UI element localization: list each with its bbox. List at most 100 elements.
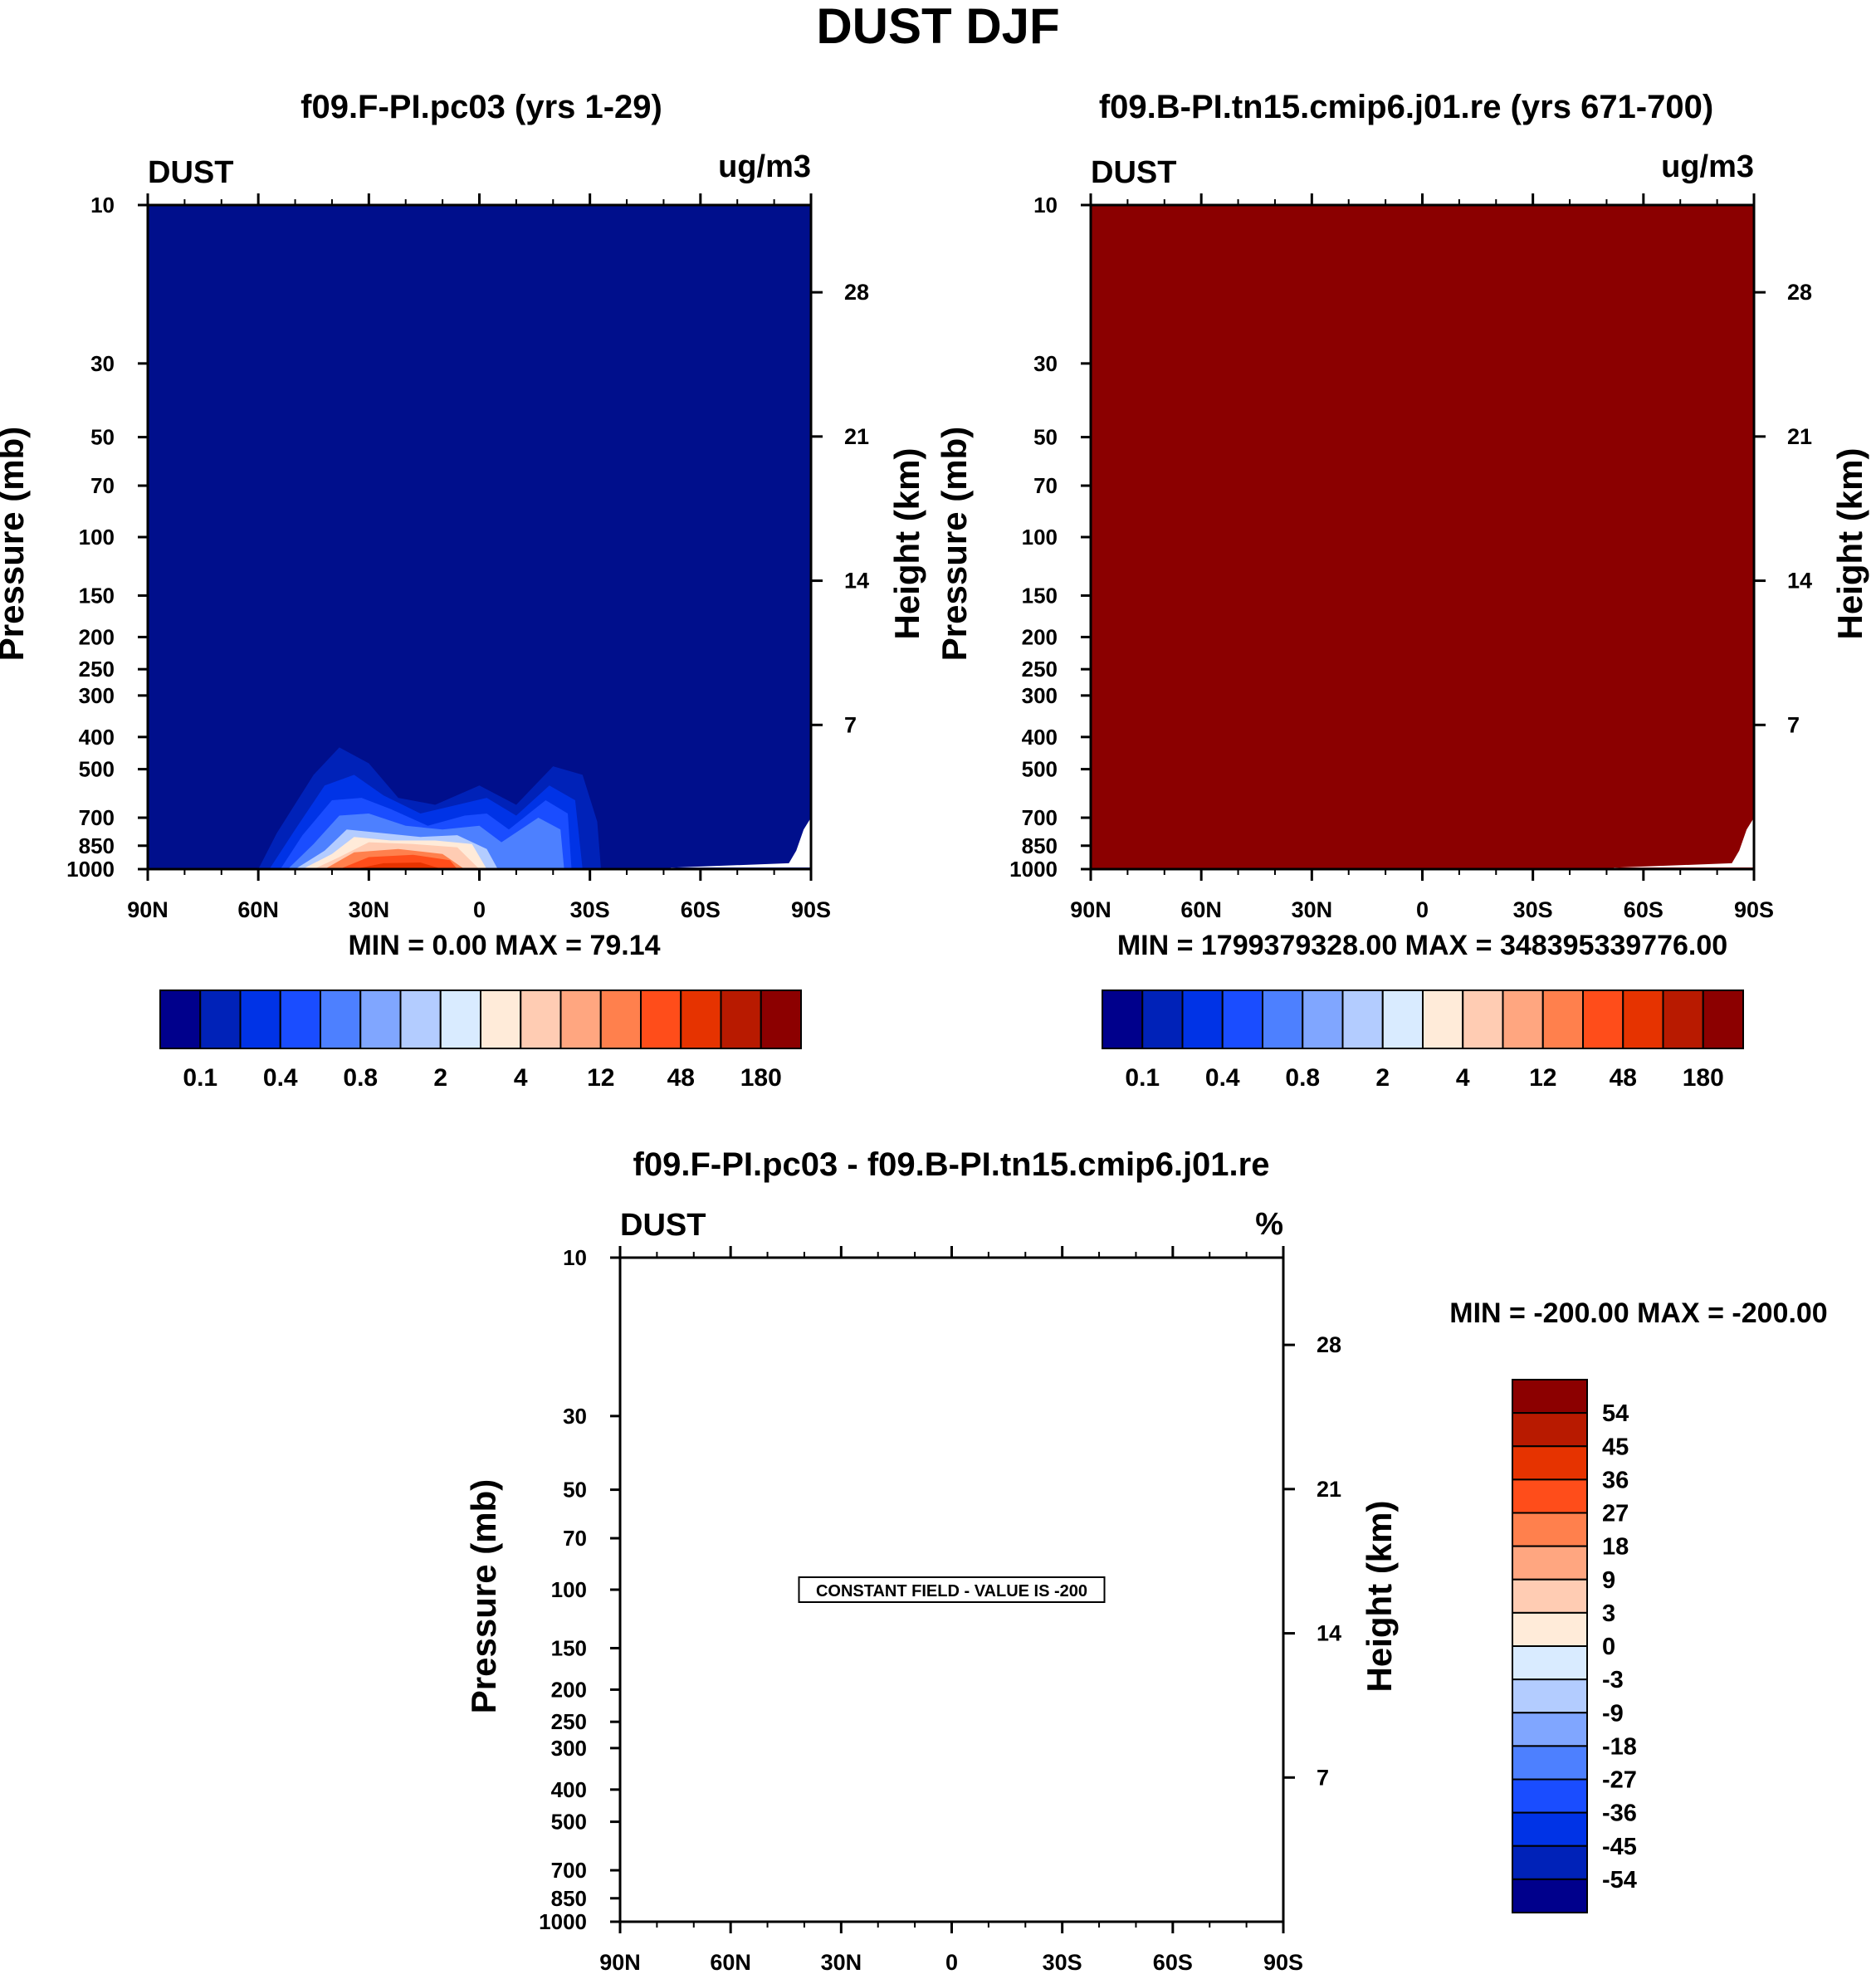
y-tick-label: 50	[563, 1478, 587, 1503]
colorbar-label: -45	[1602, 1834, 1637, 1860]
y-tick-label: 250	[1022, 657, 1058, 682]
panel-difference: f09.F-PI.pc03 - f09.B-PI.tn15.cmip6.j01.…	[464, 1146, 1828, 1975]
colorbar-label: -54	[1602, 1867, 1637, 1893]
height-tick-label: 7	[1317, 1765, 1329, 1790]
panel-title: f09.F-PI.pc03 - f09.B-PI.tn15.cmip6.j01.…	[633, 1146, 1270, 1183]
height-tick-label: 21	[844, 424, 869, 449]
y-tick-label: 250	[79, 657, 115, 682]
y-axis-title: Pressure (mb)	[464, 1479, 503, 1713]
colorbar-label: 4	[514, 1064, 528, 1092]
x-tick-label: 60N	[237, 897, 279, 922]
y-tick-label: 700	[79, 805, 115, 830]
colorbar-label: 0.4	[1205, 1064, 1240, 1092]
colorbar-box	[520, 990, 562, 1049]
y-tick-label: 10	[1033, 193, 1058, 217]
panels: f09.F-PI.pc03 (yrs 1-29) DUST ug/m3 90N 60N 3…	[0, 89, 1869, 1975]
colorbar-box	[1302, 990, 1344, 1049]
colorbar-label: 0	[1602, 1634, 1615, 1660]
field-background	[1091, 205, 1754, 869]
height-tick-label: 14	[844, 569, 869, 594]
y-tick-label: 100	[551, 1577, 587, 1602]
x-tick-label: 60S	[681, 897, 721, 922]
colorbar-box	[1341, 990, 1384, 1049]
height-tick-label: 28	[1787, 280, 1812, 305]
x-tick-label: 30N	[821, 1950, 862, 1975]
x-tick-label: 60S	[1624, 897, 1663, 922]
min-max-stats: MIN = 0.00 MAX = 79.14	[348, 930, 660, 961]
x-tick-label: 90S	[1734, 897, 1774, 922]
colorbar-label: 27	[1602, 1501, 1629, 1527]
y-tick-label: 1000	[539, 1909, 587, 1934]
x-tick-label: 90N	[127, 897, 169, 922]
colorbar-label: -36	[1602, 1801, 1637, 1827]
y-tick-label: 400	[1022, 725, 1058, 750]
colorbar-box	[1512, 1845, 1588, 1880]
colorbar-label: 48	[667, 1064, 695, 1092]
x-tick-label: 90N	[1070, 897, 1111, 922]
y-tick-label: 1000	[66, 857, 115, 882]
colorbar-box	[1512, 1379, 1588, 1415]
colorbar-label: 0.8	[343, 1064, 378, 1092]
figure-title: DUST DJF	[816, 0, 1059, 54]
colorbar-box	[1662, 990, 1704, 1049]
colorbar-box	[1512, 1412, 1588, 1448]
x-tick-label: 90S	[1263, 1950, 1303, 1975]
y-tick-label: 300	[79, 683, 115, 708]
colorbar-label: 0.4	[263, 1064, 298, 1092]
min-max-stats: MIN = 1799379328.00 MAX = 348395339776.0…	[1117, 930, 1727, 961]
colorbar-box	[1512, 1478, 1588, 1514]
x-tick-label: 90S	[791, 897, 831, 922]
colorbar-box	[1422, 990, 1464, 1049]
colorbar-box	[399, 990, 442, 1049]
colorbar-label: 12	[1529, 1064, 1556, 1092]
y-tick-label: 70	[1033, 473, 1058, 498]
colorbar-label: -9	[1602, 1700, 1624, 1727]
colorbar-label: 9	[1602, 1567, 1615, 1594]
colorbar-label: 180	[740, 1064, 782, 1092]
height-tick-label: 7	[1787, 712, 1800, 737]
units-label: ug/m3	[1661, 149, 1754, 184]
y-tick-label: 50	[90, 425, 115, 450]
colorbar-box	[1622, 990, 1664, 1049]
colorbar-label: 18	[1602, 1534, 1629, 1561]
y-tick-label: 200	[1022, 624, 1058, 649]
y-tick-label: 250	[551, 1709, 587, 1734]
y-tick-label: 300	[1022, 683, 1058, 708]
x-tick-label: 30S	[1513, 897, 1553, 922]
colorbar-label: 45	[1602, 1434, 1629, 1460]
y-tick-label: 150	[79, 583, 115, 608]
y-axis-title: Pressure (mb)	[0, 427, 31, 661]
panel-title: f09.F-PI.pc03 (yrs 1-29)	[300, 89, 662, 125]
y-tick-label: 500	[551, 1810, 587, 1835]
colorbar-box	[1512, 1811, 1588, 1847]
colorbar-box	[1221, 990, 1263, 1049]
y-tick-label: 150	[551, 1635, 587, 1660]
missing-data-region	[1614, 818, 1754, 868]
colorbar-label: 36	[1602, 1467, 1629, 1493]
min-max-stats: MIN = -200.00 MAX = -200.00	[1449, 1297, 1827, 1329]
panel-right: f09.B-PI.tn15.cmip6.j01.re (yrs 671-700)…	[935, 89, 1869, 1092]
variable-label: DUST	[620, 1208, 706, 1243]
height-tick-label: 28	[1317, 1332, 1341, 1357]
colorbar-box	[1381, 990, 1424, 1049]
y-tick-label: 300	[551, 1736, 587, 1761]
height-tick-label: 28	[844, 280, 869, 305]
y-axis-right-title: Height (km)	[1360, 1501, 1399, 1693]
y-tick-label: 850	[551, 1886, 587, 1911]
variable-label: DUST	[1091, 155, 1176, 190]
colorbar-label: 2	[1375, 1064, 1390, 1092]
colorbar-box	[1512, 1512, 1588, 1547]
colorbar-box	[680, 990, 722, 1049]
y-tick-label: 700	[1022, 805, 1058, 830]
height-tick-label: 21	[1787, 424, 1812, 449]
colorbar-box	[1512, 1678, 1588, 1714]
colorbar-box	[559, 990, 602, 1049]
y-tick-label: 1000	[1009, 857, 1058, 882]
y-tick-label: 500	[1022, 757, 1058, 782]
y-tick-label: 100	[1022, 525, 1058, 550]
colorbar-label: 0.8	[1285, 1064, 1320, 1092]
y-tick-label: 400	[79, 725, 115, 750]
y-tick-label: 30	[1033, 351, 1058, 376]
y-tick-label: 200	[79, 624, 115, 649]
colorbar-box	[640, 990, 682, 1049]
